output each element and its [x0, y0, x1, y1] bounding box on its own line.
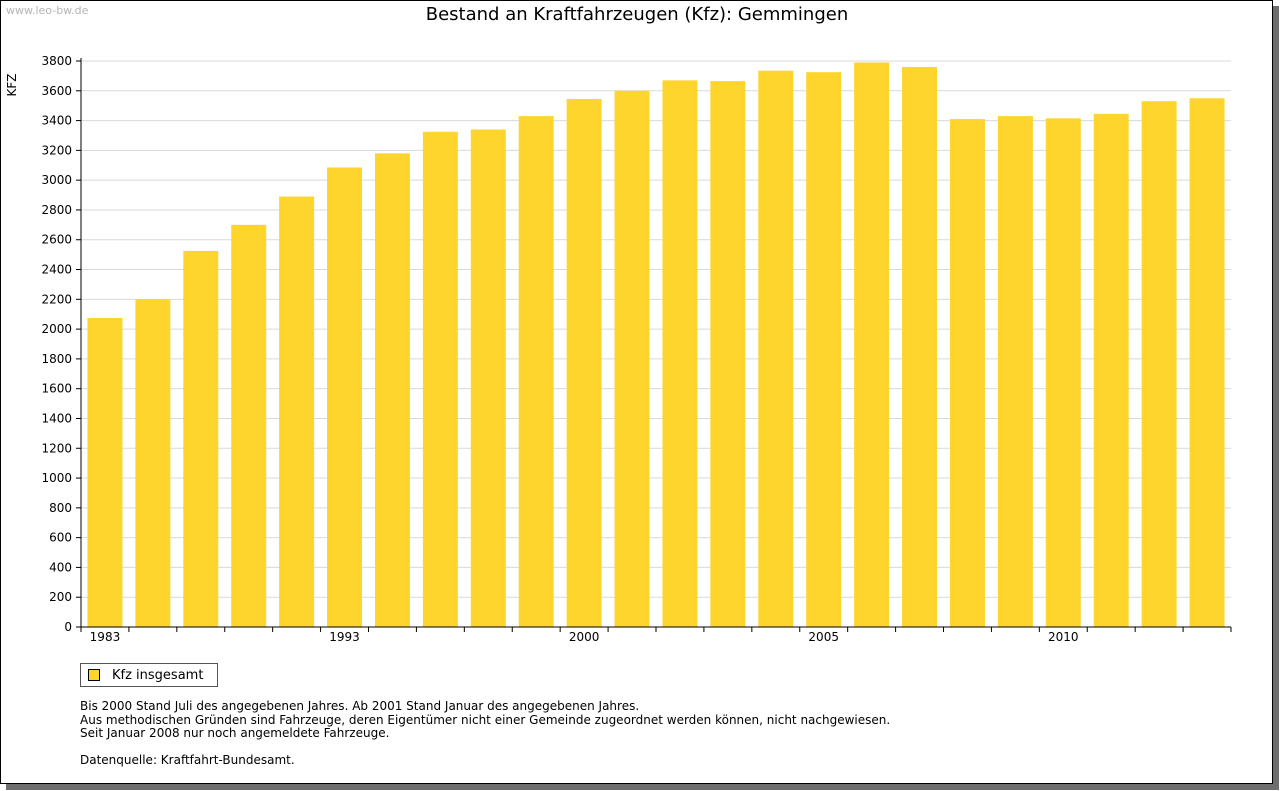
data-source: Datenquelle: Kraftfahrt-Bundesamt.	[80, 752, 295, 767]
bar	[374, 153, 410, 628]
y-tick-label: 3600	[41, 84, 72, 98]
legend: Kfz insgesamt	[80, 663, 218, 687]
y-tick-label: 1600	[41, 382, 72, 396]
y-tick-label: 400	[49, 560, 72, 574]
chart-title: Bestand an Kraftfahrzeugen (Kfz): Gemmin…	[425, 4, 849, 25]
y-tick-label: 0	[64, 620, 72, 634]
bar	[518, 116, 554, 627]
y-tick-label: 2400	[41, 263, 72, 277]
x-tick-label: 1993	[329, 630, 360, 644]
legend-swatch	[88, 669, 100, 681]
bar	[422, 131, 458, 627]
y-tick-label: 1400	[41, 411, 72, 425]
bar-chart: 0 200 400 600 800 1000 1200 1400 1600 1800 2000 220…	[5, 54, 1232, 644]
footnote-line: Bis 2000 Stand Juli des angegebenen Jahr…	[80, 699, 640, 713]
bar	[997, 116, 1033, 627]
legend-label: Kfz insgesamt	[112, 667, 204, 683]
bar	[135, 299, 171, 627]
y-tick-label: 600	[49, 531, 72, 545]
footnote-line: Aus methodischen Gründen sind Fahrzeuge,…	[80, 712, 891, 727]
y-tick-label: 1000	[41, 471, 72, 485]
bar	[1045, 118, 1081, 628]
y-tick-label: 2800	[41, 203, 72, 217]
bar	[279, 196, 315, 627]
y-tick-label: 1800	[41, 352, 72, 366]
y-tick-label: 200	[49, 590, 72, 604]
y-tick-label: 3200	[41, 143, 72, 157]
bar	[1189, 98, 1225, 628]
y-tick-label: 1200	[41, 441, 72, 455]
watermark: www.leo-bw.de	[6, 4, 89, 17]
y-tick-label: 2600	[41, 233, 72, 247]
y-tick-label: 2200	[41, 292, 72, 306]
bar	[1093, 113, 1129, 627]
bar	[231, 224, 267, 627]
y-tick-label: 800	[49, 501, 72, 515]
bar	[470, 129, 506, 627]
bar	[87, 317, 123, 627]
bar	[614, 90, 650, 627]
bar	[854, 62, 890, 627]
bar	[662, 80, 698, 627]
bar	[327, 167, 363, 627]
x-tick-label: 2010	[1048, 630, 1079, 644]
bar	[566, 98, 602, 628]
y-axis-label: KFZ	[5, 74, 19, 97]
y-tick-label: 3000	[41, 173, 72, 187]
x-tick-label: 2005	[808, 630, 839, 644]
bar	[758, 70, 794, 627]
x-tick-label: 1983	[90, 630, 121, 644]
y-tick-label: 3800	[41, 54, 72, 68]
bar	[902, 66, 938, 628]
footnote-line: Seit Januar 2008 nur noch angemeldete Fa…	[80, 726, 390, 740]
bar	[949, 119, 985, 627]
x-tick-label: 2000	[569, 630, 600, 644]
bar	[710, 81, 746, 627]
bar	[1141, 101, 1177, 627]
footnotes: Bis 2000 Stand Juli des angegebenen Jahr…	[80, 699, 891, 767]
y-tick-label: 3400	[41, 114, 72, 128]
bar	[183, 250, 219, 627]
bar	[806, 72, 842, 628]
y-tick-label: 2000	[41, 322, 72, 336]
